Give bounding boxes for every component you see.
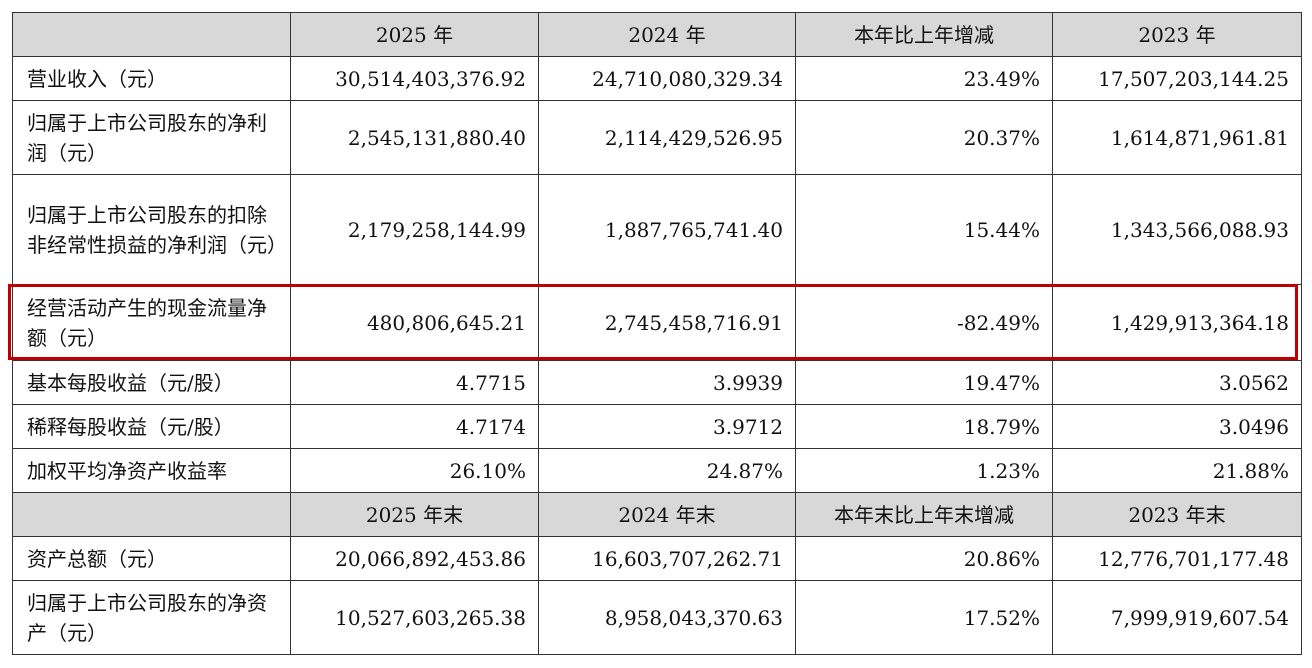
- cell-2025: 10,527,603,265.38: [290, 580, 539, 655]
- cell-2025: 26.10%: [290, 448, 539, 493]
- cell-2023: 21.88%: [1052, 448, 1302, 493]
- cell-2024: 2,745,458,716.91: [538, 284, 796, 361]
- header-cell-2025: 2025 年: [290, 12, 539, 57]
- cell-2024: 3.9939: [538, 360, 796, 405]
- cell-2025: 480,806,645.21: [290, 284, 539, 361]
- row-label: 营业收入（元）: [12, 56, 291, 101]
- cell-2024: 2,114,429,526.95: [538, 100, 796, 175]
- cell-change: 20.37%: [795, 100, 1053, 175]
- cell-2023: 1,614,871,961.81: [1052, 100, 1302, 175]
- header-cell-change: 本年比上年增减: [795, 12, 1053, 57]
- cell-change: 15.44%: [795, 174, 1053, 285]
- cell-2023: 1,343,566,088.93: [1052, 174, 1302, 285]
- header-cell-2024: 2024 年: [538, 12, 796, 57]
- table-row-revenue: 营业收入（元） 30,514,403,376.92 24,710,080,329…: [12, 56, 1302, 101]
- cell-2023: 3.0562: [1052, 360, 1302, 405]
- header-cell-2023-end: 2023 年末: [1052, 492, 1302, 537]
- cell-2023: 12,776,701,177.48: [1052, 536, 1302, 581]
- row-label: 归属于上市公司股东的净利润（元）: [12, 100, 291, 175]
- header-cell-2024-end: 2024 年末: [538, 492, 796, 537]
- cell-2023: 1,429,913,364.18: [1052, 284, 1302, 361]
- row-label: 加权平均净资产收益率: [12, 448, 291, 493]
- header-cell-2023: 2023 年: [1052, 12, 1302, 57]
- cell-2025: 30,514,403,376.92: [290, 56, 539, 101]
- table-row-operating-cash-flow: 经营活动产生的现金流量净额（元） 480,806,645.21 2,745,45…: [12, 284, 1302, 361]
- financial-table-container: 2025 年 2024 年 本年比上年增减 2023 年 营业收入（元） 30,…: [12, 12, 1302, 655]
- table-row-adjusted-net-profit: 归属于上市公司股东的扣除非经常性损益的净利润（元） 2,179,258,144.…: [12, 174, 1302, 285]
- cell-change: -82.49%: [795, 284, 1053, 361]
- header-cell-empty: [12, 492, 291, 537]
- table-row-diluted-eps: 稀释每股收益（元/股） 4.7174 3.9712 18.79% 3.0496: [12, 404, 1302, 449]
- cell-2024: 1,887,765,741.40: [538, 174, 796, 285]
- cell-2025: 2,179,258,144.99: [290, 174, 539, 285]
- header-cell-2025-end: 2025 年末: [290, 492, 539, 537]
- cell-2025: 2,545,131,880.40: [290, 100, 539, 175]
- cell-2024: 24,710,080,329.34: [538, 56, 796, 101]
- cell-change: 19.47%: [795, 360, 1053, 405]
- cell-2023: 3.0496: [1052, 404, 1302, 449]
- cell-2025: 20,066,892,453.86: [290, 536, 539, 581]
- row-label: 资产总额（元）: [12, 536, 291, 581]
- header-cell-change-end: 本年末比上年末增减: [795, 492, 1053, 537]
- header-row-balance: 2025 年末 2024 年末 本年末比上年末增减 2023 年末: [12, 492, 1302, 537]
- table-row-net-assets: 归属于上市公司股东的净资产（元） 10,527,603,265.38 8,958…: [12, 580, 1302, 655]
- row-label: 经营活动产生的现金流量净额（元）: [12, 284, 291, 361]
- cell-change: 17.52%: [795, 580, 1053, 655]
- row-label: 归属于上市公司股东的扣除非经常性损益的净利润（元）: [12, 174, 291, 285]
- row-label: 稀释每股收益（元/股）: [12, 404, 291, 449]
- cell-2023: 7,999,919,607.54: [1052, 580, 1302, 655]
- cell-change: 18.79%: [795, 404, 1053, 449]
- row-label: 归属于上市公司股东的净资产（元）: [12, 580, 291, 655]
- cell-2024: 16,603,707,262.71: [538, 536, 796, 581]
- table-row-basic-eps: 基本每股收益（元/股） 4.7715 3.9939 19.47% 3.0562: [12, 360, 1302, 405]
- financial-summary-table: 2025 年 2024 年 本年比上年增减 2023 年 营业收入（元） 30,…: [12, 12, 1302, 655]
- cell-2024: 24.87%: [538, 448, 796, 493]
- cell-2024: 8,958,043,370.63: [538, 580, 796, 655]
- cell-2025: 4.7715: [290, 360, 539, 405]
- cell-2023: 17,507,203,144.25: [1052, 56, 1302, 101]
- cell-2025: 4.7174: [290, 404, 539, 449]
- cell-change: 20.86%: [795, 536, 1053, 581]
- row-label: 基本每股收益（元/股）: [12, 360, 291, 405]
- table-row-total-assets: 资产总额（元） 20,066,892,453.86 16,603,707,262…: [12, 536, 1302, 581]
- header-cell-empty: [12, 12, 291, 57]
- table-row-roe: 加权平均净资产收益率 26.10% 24.87% 1.23% 21.88%: [12, 448, 1302, 493]
- cell-2024: 3.9712: [538, 404, 796, 449]
- table-row-net-profit: 归属于上市公司股东的净利润（元） 2,545,131,880.40 2,114,…: [12, 100, 1302, 175]
- cell-change: 23.49%: [795, 56, 1053, 101]
- header-row-income: 2025 年 2024 年 本年比上年增减 2023 年: [12, 12, 1302, 57]
- cell-change: 1.23%: [795, 448, 1053, 493]
